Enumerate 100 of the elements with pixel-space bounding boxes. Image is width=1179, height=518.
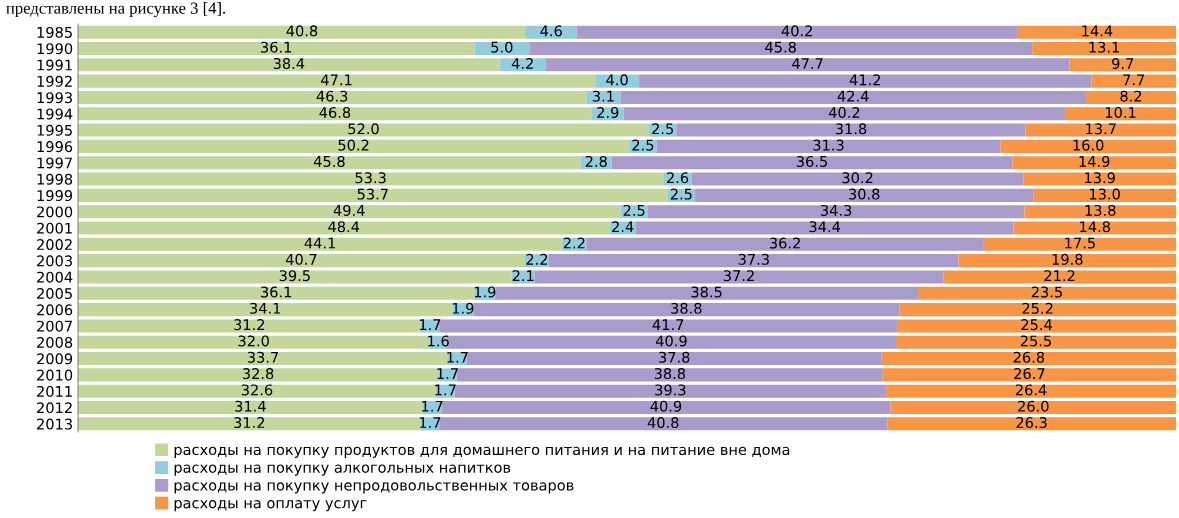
bar: [882, 368, 1176, 382]
data-label: 13.0: [1090, 188, 1120, 200]
data-label: 37.8: [659, 351, 690, 363]
bar: [78, 254, 525, 268]
y-tick-label: 2006: [37, 304, 73, 316]
data-label: 47.1: [321, 74, 352, 86]
bar: [499, 58, 546, 72]
data-label: 4.2: [511, 58, 533, 69]
data-label: 26.4: [1015, 384, 1047, 396]
data-label: 26.8: [1013, 351, 1045, 363]
bar: [623, 107, 1066, 121]
bar: [466, 352, 882, 366]
bar: [545, 58, 1070, 72]
data-label: 2.9: [597, 106, 619, 118]
bar: [78, 335, 430, 349]
bar: [78, 270, 512, 284]
data-label: 40.7: [285, 253, 317, 265]
bar: [78, 303, 453, 317]
bar: [78, 237, 563, 251]
data-label: 45.8: [313, 155, 345, 167]
data-label: 2.5: [670, 188, 692, 200]
bar: [620, 90, 1086, 104]
data-label: 3.1: [592, 90, 614, 102]
data-label: 25.2: [1022, 302, 1053, 314]
data-label: 9.7: [1112, 58, 1134, 70]
y-tick-label: 1985: [37, 26, 72, 38]
data-label: 32.6: [241, 384, 273, 396]
data-label: 23.5: [1031, 286, 1062, 298]
bar: [1017, 25, 1176, 39]
data-label: 10.1: [1105, 106, 1136, 118]
y-tick-label: 1996: [37, 141, 73, 153]
bar: [78, 319, 421, 333]
data-label: 2.8: [585, 155, 607, 167]
data-label: 47.7: [792, 58, 823, 69]
data-label: 14.8: [1080, 221, 1110, 233]
y-tick-label: 1998: [37, 173, 73, 185]
data-label: 37.3: [738, 253, 769, 265]
bar: [534, 270, 944, 284]
data-label: 38.4: [273, 58, 305, 70]
data-label: 32.0: [238, 335, 269, 347]
data-label: 38.8: [654, 368, 686, 380]
data-label: 52.0: [348, 123, 379, 135]
bar: [1012, 156, 1176, 170]
data-label: 36.1: [261, 286, 292, 298]
bar: [78, 41, 475, 56]
bar: [1025, 123, 1176, 137]
bar: [890, 400, 1176, 415]
y-tick-label: 2008: [37, 336, 73, 348]
y-tick-label: 1994: [37, 108, 73, 120]
data-label: 32.8: [242, 368, 274, 380]
bar: [439, 417, 888, 431]
y-tick-label: 2000: [37, 206, 73, 218]
data-label: 26.7: [1014, 368, 1045, 380]
bar: [676, 123, 1026, 137]
data-label: 5.0: [491, 41, 513, 53]
bar: [456, 368, 883, 382]
data-label: 25.4: [1021, 319, 1052, 331]
data-label: 1.7: [419, 319, 441, 330]
bar: [1085, 90, 1176, 104]
bar: [78, 286, 475, 300]
data-label: 34.3: [821, 204, 852, 216]
data-label: 2.1: [512, 270, 534, 281]
data-label: 46.3: [316, 90, 348, 102]
data-label: 40.9: [655, 335, 687, 347]
y-tick-label: 2003: [37, 255, 72, 267]
data-label: 30.8: [849, 188, 880, 200]
y-tick-label: 2007: [37, 320, 72, 332]
bar: [78, 139, 630, 153]
data-label: 42.4: [837, 90, 869, 102]
data-label: 53.7: [357, 188, 388, 200]
data-label: 41.2: [849, 74, 881, 86]
y-tick-label: 1991: [37, 59, 72, 71]
bar: [647, 205, 1025, 219]
bar: [78, 400, 423, 415]
data-label: 13.8: [1085, 204, 1116, 216]
y-tick-label: 1995: [37, 124, 72, 136]
data-label: 40.8: [647, 417, 679, 429]
data-label: 8.2: [1120, 90, 1142, 102]
data-label: 1.7: [419, 417, 441, 428]
data-label: 38.5: [691, 286, 722, 298]
bar: [78, 221, 610, 235]
data-label: 2.4: [612, 221, 634, 233]
data-label: 40.2: [781, 25, 812, 37]
bar: [1023, 172, 1176, 186]
y-tick-label: 2012: [37, 402, 72, 414]
bar: [611, 156, 1013, 170]
y-tick-label: 2011: [37, 385, 72, 397]
data-label: 1.7: [447, 351, 468, 363]
data-label: 17.5: [1065, 237, 1095, 249]
bar: [1000, 139, 1176, 153]
data-label: 37.2: [723, 270, 754, 282]
bar: [897, 319, 1176, 333]
y-tick-label: 1997: [37, 157, 72, 169]
bar: [78, 156, 581, 170]
bar: [78, 417, 421, 431]
legend-label: расходы на покупку продуктов для домашнего питания и на питание вне дома: [174, 446, 790, 458]
data-label: 31.2: [234, 319, 265, 331]
bar: [691, 172, 1024, 186]
bar: [896, 335, 1176, 349]
data-label: 25.5: [1020, 335, 1051, 347]
